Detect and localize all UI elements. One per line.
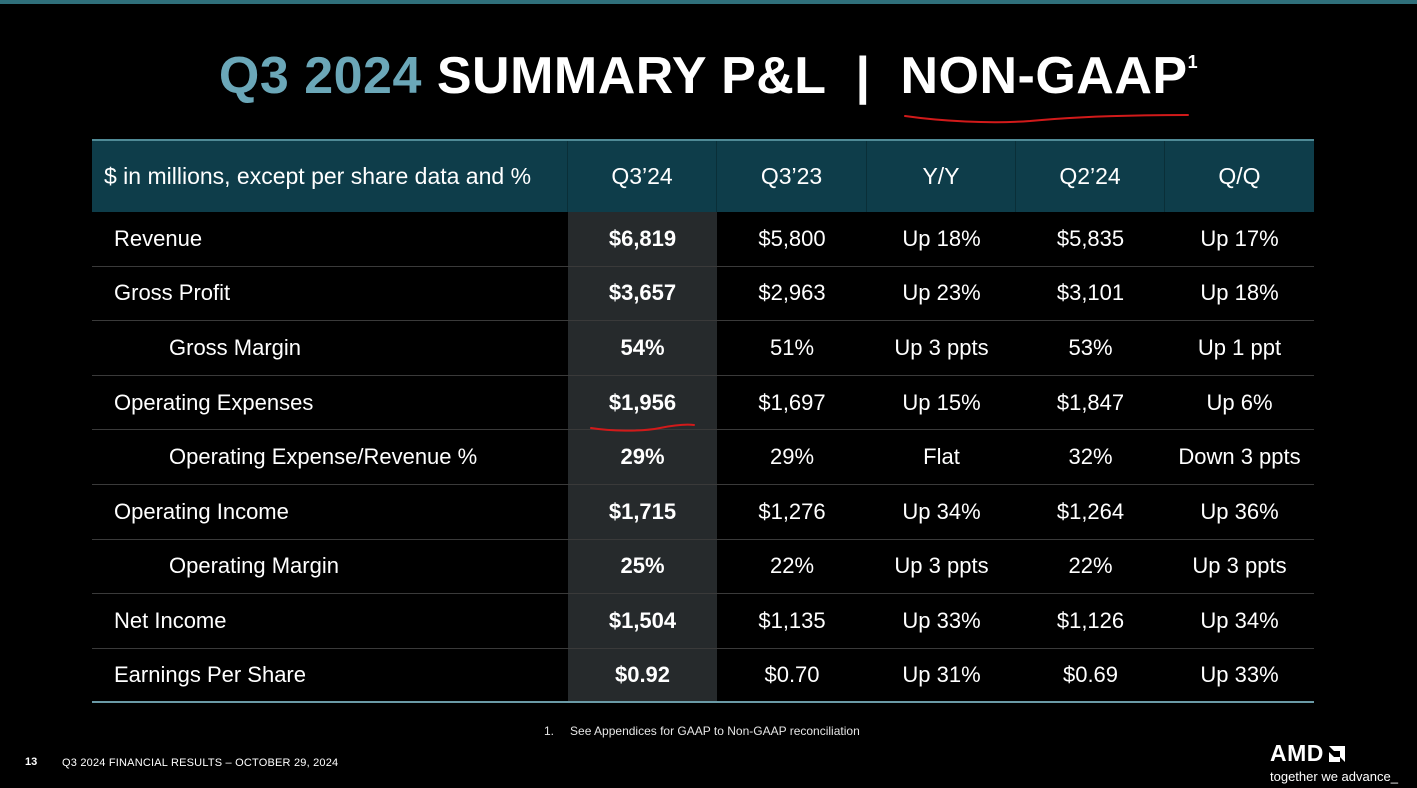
table-cell: 54% (568, 321, 717, 375)
header-cell: $ in millions, except per share data and… (92, 141, 568, 212)
table-cell: Up 33% (1165, 649, 1314, 702)
table-row: Gross Margin 54% 51% Up 3 ppts 53% Up 1 ppt (92, 321, 1314, 376)
table-cell: $1,126 (1016, 594, 1165, 648)
footnote-text: See Appendices for GAAP to Non-GAAP reco… (570, 724, 860, 738)
table-cell: 25% (568, 540, 717, 594)
header-cell: Q3’24 (568, 141, 717, 212)
row-label: Revenue (92, 212, 568, 266)
table-cell: Up 31% (867, 649, 1016, 702)
table-cell: $0.69 (1016, 649, 1165, 702)
header-cell: Q2’24 (1016, 141, 1165, 212)
table-cell: Up 3 ppts (867, 321, 1016, 375)
table-cell: $5,835 (1016, 212, 1165, 266)
table-cell: $1,697 (717, 376, 867, 430)
table-cell: $1,504 (568, 594, 717, 648)
title-accent: Q3 2024 (219, 47, 422, 105)
table-cell: 29% (568, 430, 717, 484)
table-cell: Up 34% (1165, 594, 1314, 648)
table-cell: Up 23% (867, 267, 1016, 321)
table-header: $ in millions, except per share data and… (92, 139, 1314, 212)
table-row: Operating Expenses $1,956 $1,697 Up 15% $1,8… (92, 376, 1314, 431)
footnote: 1. See Appendices for GAAP to Non-GAAP re… (544, 724, 860, 738)
row-label: Earnings Per Share (92, 649, 568, 702)
table-cell: Up 15% (867, 376, 1016, 430)
top-accent-bar (0, 0, 1417, 4)
table-cell: $1,135 (717, 594, 867, 648)
amd-logo: AMD together we advance_ (1270, 740, 1405, 784)
table-cell: $1,715 (568, 485, 717, 539)
row-label: Operating Expenses (92, 376, 568, 430)
table-row: Gross Profit $3,657 $2,963 Up 23% $3,101 Up 1… (92, 267, 1314, 322)
title-main: SUMMARY P&L | (422, 47, 901, 105)
row-label: Operating Expense/Revenue % (92, 430, 568, 484)
table-cell: Up 6% (1165, 376, 1314, 430)
table-cell: $1,956 (568, 376, 717, 430)
table-cell: Up 18% (1165, 267, 1314, 321)
table-cell: 51% (717, 321, 867, 375)
table-cell: $3,101 (1016, 267, 1165, 321)
table-cell: $1,264 (1016, 485, 1165, 539)
logo-tagline: together we advance_ (1270, 769, 1405, 784)
header-cell: Y/Y (867, 141, 1016, 212)
row-label: Operating Margin (92, 540, 568, 594)
table-cell: Up 17% (1165, 212, 1314, 266)
table-cell: $3,657 (568, 267, 717, 321)
table-cell: $5,800 (717, 212, 867, 266)
table-cell: Down 3 ppts (1165, 430, 1314, 484)
table-cell: 29% (717, 430, 867, 484)
table-cell: $0.70 (717, 649, 867, 702)
logo-brand: AMD (1270, 740, 1324, 767)
table-row: Operating Income $1,715 $1,276 Up 34% $1,264… (92, 485, 1314, 540)
slide-title: Q3 2024 SUMMARY P&L | NON-GAAP1 (0, 46, 1417, 106)
pnl-table: $ in millions, except per share data and… (92, 139, 1314, 703)
table-cell: $2,963 (717, 267, 867, 321)
footnote-number: 1. (544, 724, 554, 738)
row-label: Operating Income (92, 485, 568, 539)
table-row: Operating Margin 25% 22% Up 3 ppts 22% Up 3 p… (92, 540, 1314, 595)
table-cell: Up 34% (867, 485, 1016, 539)
table-row: Earnings Per Share $0.92 $0.70 Up 31% $0.69 U… (92, 649, 1314, 704)
table-row: Revenue $6,819 $5,800 Up 18% $5,835 Up 17% (92, 212, 1314, 267)
amd-arrow-icon (1327, 744, 1347, 764)
table-cell: 22% (717, 540, 867, 594)
title-superscript: 1 (1188, 52, 1199, 72)
row-label: Net Income (92, 594, 568, 648)
table-cell: 53% (1016, 321, 1165, 375)
table-row: Net Income $1,504 $1,135 Up 33% $1,126 Up 34% (92, 594, 1314, 649)
table-cell: $1,847 (1016, 376, 1165, 430)
table-cell: 32% (1016, 430, 1165, 484)
table-cell: $1,276 (717, 485, 867, 539)
table-row: Operating Expense/Revenue % 29% 29% Flat 32%… (92, 430, 1314, 485)
table-cell: Up 36% (1165, 485, 1314, 539)
table-cell: Up 3 ppts (1165, 540, 1314, 594)
table-cell: 22% (1016, 540, 1165, 594)
table-cell: $0.92 (568, 649, 717, 702)
table-cell: Up 3 ppts (867, 540, 1016, 594)
underline-non-gaap (905, 115, 1188, 122)
table-cell: Up 33% (867, 594, 1016, 648)
table-cell: Up 1 ppt (1165, 321, 1314, 375)
table-cell: Up 18% (867, 212, 1016, 266)
table-cell: Flat (867, 430, 1016, 484)
page-number: 13 (25, 756, 37, 768)
row-label: Gross Profit (92, 267, 568, 321)
row-label: Gross Margin (92, 321, 568, 375)
header-cell: Q3’23 (717, 141, 867, 212)
title-emphasis: NON-GAAP (900, 47, 1187, 105)
table-cell: $6,819 (568, 212, 717, 266)
footer-text: Q3 2024 FINANCIAL RESULTS – OCTOBER 29, … (62, 757, 338, 769)
header-cell: Q/Q (1165, 141, 1314, 212)
